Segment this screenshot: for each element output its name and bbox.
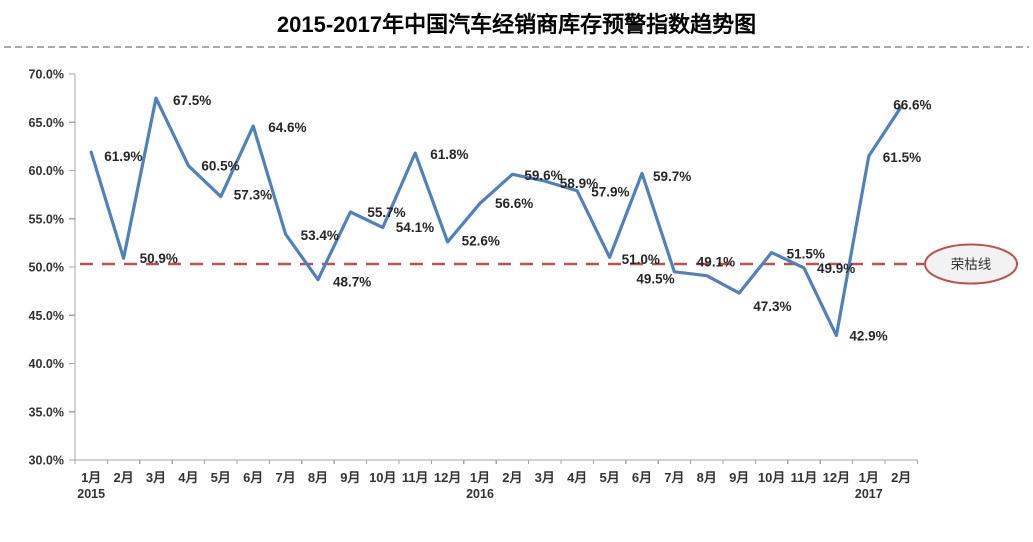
x-axis-month-label: 12月	[434, 470, 461, 485]
x-axis-month-label: 10月	[369, 470, 396, 485]
x-axis-month-label: 5月	[599, 470, 619, 485]
y-axis-tick-label: 50.0%	[29, 261, 64, 275]
x-axis-month-label: 2月	[891, 470, 911, 485]
data-point-label: 67.5%	[173, 93, 211, 108]
x-axis-month-label: 9月	[729, 470, 749, 485]
x-axis-month-label: 5月	[211, 470, 231, 485]
y-axis-tick-label: 60.0%	[29, 164, 64, 178]
x-axis-month-label: 7月	[275, 470, 295, 485]
x-axis-month-label: 3月	[535, 470, 555, 485]
data-point-label: 47.3%	[753, 299, 791, 314]
data-point-label: 59.7%	[653, 169, 691, 184]
x-axis-month-label: 4月	[567, 470, 587, 485]
x-axis-month-label: 11月	[402, 470, 429, 485]
x-axis-month-label: 7月	[664, 470, 684, 485]
data-point-label: 66.6%	[893, 98, 931, 113]
chart-title: 2015-2017年中国汽车经销商库存预警指数趋势图	[276, 12, 757, 37]
y-axis-tick-label: 35.0%	[29, 405, 64, 419]
x-axis-month-label: 9月	[340, 470, 360, 485]
x-axis-year-label: 2017	[855, 487, 883, 501]
trend-line	[89, 96, 903, 338]
x-axis-month-label: 6月	[243, 470, 263, 485]
data-point-label: 56.6%	[495, 196, 533, 211]
x-axis-month-label: 6月	[632, 470, 652, 485]
data-point-label: 52.6%	[462, 234, 500, 249]
data-point-label: 57.3%	[234, 187, 272, 202]
x-axis-month-label: 8月	[308, 470, 328, 485]
data-point-label: 59.6%	[524, 168, 562, 183]
x-axis-month-label: 11月	[791, 470, 818, 485]
data-point-label: 55.7%	[367, 205, 405, 220]
title-separator	[4, 46, 1029, 48]
x-axis-month-label: 10月	[758, 470, 785, 485]
x-axis-month-label: 8月	[697, 470, 717, 485]
data-point-label: 58.9%	[560, 176, 598, 191]
x-axis-year-label: 2016	[466, 487, 494, 501]
data-point-label: 49.5%	[636, 272, 674, 287]
data-point-label: 61.8%	[430, 147, 468, 162]
data-point-label: 54.1%	[396, 220, 434, 235]
data-point-label: 64.6%	[268, 120, 306, 135]
x-axis-month-label: 1月	[81, 470, 101, 485]
x-axis-month-label: 1月	[859, 470, 879, 485]
x-axis-month-label: 4月	[178, 470, 198, 485]
threshold-badge	[924, 243, 1018, 285]
x-axis-month-label: 1月	[470, 470, 490, 485]
y-axis-tick-label: 70.0%	[29, 68, 64, 82]
data-point-label: 61.9%	[104, 149, 142, 164]
x-axis-month-label: 3月	[146, 470, 166, 485]
data-point-label: 53.4%	[301, 228, 339, 243]
data-point-label: 49.9%	[817, 261, 855, 276]
data-point-label: 42.9%	[849, 328, 887, 343]
x-axis-month-label: 2月	[113, 470, 133, 485]
data-point-label: 57.9%	[591, 185, 629, 200]
x-axis-month-label: 2月	[502, 470, 522, 485]
data-point-label: 51.0%	[622, 252, 660, 267]
data-point-label: 51.5%	[787, 246, 825, 261]
data-point-label: 50.9%	[140, 251, 178, 266]
x-axis-year-label: 2015	[77, 487, 105, 501]
x-axis-month-label: 12月	[823, 470, 850, 485]
data-point-label: 61.5%	[883, 150, 921, 165]
y-axis-tick-label: 30.0%	[29, 454, 64, 468]
data-point-label: 49.1%	[697, 254, 735, 269]
threshold-badge-label: 荣枯线	[951, 257, 992, 272]
data-point-label: 48.7%	[333, 274, 371, 289]
y-axis-tick-label: 40.0%	[29, 357, 64, 371]
y-axis-tick-label: 65.0%	[29, 116, 64, 130]
data-point-label: 60.5%	[201, 158, 239, 173]
y-axis-tick-label: 45.0%	[29, 309, 64, 323]
y-axis-tick-label: 55.0%	[29, 212, 64, 226]
